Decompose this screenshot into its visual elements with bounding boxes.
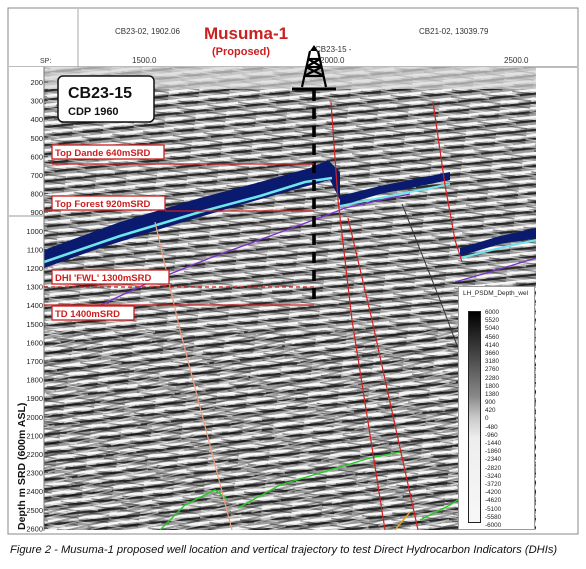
depth-tick-label: 1900 — [26, 394, 43, 403]
legend-value: 2760 — [485, 366, 500, 374]
depth-tick-label: 1700 — [26, 357, 43, 366]
legend-value: -2340 — [485, 456, 502, 464]
legend-value: -3720 — [485, 480, 502, 488]
annotation-td: TD 1400mSRD — [44, 304, 314, 321]
legend-value: -4200 — [485, 489, 502, 497]
fault-salmon — [154, 221, 233, 530]
legend-value: -5100 — [485, 505, 502, 513]
legend-value: 1800 — [485, 382, 500, 390]
depth-tick-label: 1800 — [26, 376, 43, 385]
color-scale-legend: LH_PSDM_Depth_wel 6000 5520 5040 4560 4140 36… — [458, 286, 535, 530]
depth-tick-label: 1100 — [27, 245, 43, 254]
top-label: CB21-02, 13039.79 — [419, 27, 489, 36]
figure-caption: Figure 2 - Musuma-1 proposed well locati… — [10, 544, 558, 556]
annotation-text: DHI 'FWL' 1300mSRD — [55, 273, 152, 284]
legend-value: -4620 — [485, 497, 502, 505]
depth-tick-label: 2500 — [26, 506, 43, 515]
depth-tick-label: 1000 — [26, 227, 43, 236]
derrick-icon — [292, 45, 336, 91]
legend-value: -1440 — [485, 440, 502, 447]
depth-tick-label: 1300 — [26, 283, 43, 292]
legend-value: 4140 — [485, 341, 500, 349]
depth-tick-label: 900 — [30, 208, 43, 217]
legend-value: 4560 — [485, 333, 500, 341]
legend-title: LH_PSDM_Depth_wel — [463, 290, 529, 297]
top-label: CB23-02, 1902.06 — [115, 27, 180, 36]
legend-value: -3240 — [485, 472, 502, 480]
annotation-forest: Top Forest 920mSRD — [44, 195, 314, 212]
legend-value: 900 — [485, 399, 496, 407]
depth-tick-label: 1500 — [26, 320, 43, 329]
annotation-text: Top Dande 640mSRD — [55, 148, 151, 159]
legend-value: -960 — [485, 431, 498, 439]
annotation-text: Top Forest 920mSRD — [55, 199, 151, 210]
fault-red — [330, 101, 386, 530]
horizon-top-dande-east — [340, 172, 450, 206]
legend-value: 420 — [485, 407, 496, 415]
depth-tick-label: 1400 — [26, 301, 43, 310]
well-title: Musuma-1 — [204, 24, 288, 43]
depth-tick-label: 2200 — [26, 450, 43, 459]
depth-tick-label: 300 — [30, 97, 43, 106]
line-id-subtitle: CDP 1960 — [68, 106, 119, 118]
annotation-dande: Top Dande 640mSRD — [51, 144, 314, 165]
legend-colorbar — [468, 311, 481, 523]
legend-value: -5580 — [485, 513, 502, 521]
depth-tick-label: 800 — [30, 190, 43, 199]
depth-tick-label: 600 — [30, 152, 43, 161]
depth-tick-label: 2600 — [26, 524, 43, 533]
legend-value: 6000 — [485, 309, 500, 316]
line-id-title: CB23-15 — [68, 85, 132, 102]
horizon-orange — [394, 511, 411, 530]
depth-tick-label: 1600 — [26, 338, 43, 347]
sp-label: SP: — [40, 58, 51, 65]
legend-value: 3660 — [485, 349, 500, 357]
legend-value: 3180 — [485, 358, 500, 366]
legend-value: 5520 — [485, 317, 500, 325]
y-axis-label: Depth m SRD (600m ASL) — [16, 403, 28, 530]
legend-value: 0 — [485, 415, 489, 423]
well-subtitle: (Proposed) — [212, 46, 270, 58]
sp-tick: 2500.0 — [504, 56, 529, 65]
legend-value: -6000 — [485, 521, 502, 529]
legend-value: 1380 — [485, 390, 500, 398]
depth-tick-label: 2000 — [26, 413, 43, 422]
depth-tick-label: 2300 — [26, 469, 43, 478]
legend-value: 2280 — [485, 374, 500, 382]
legend-labels: 6000 5520 5040 4560 4140 3660 3180 2760 2280 1800… — [485, 309, 531, 530]
depth-tick-label: 200 — [30, 78, 43, 87]
line-id-box: CB23-15 CDP 1960 — [57, 75, 155, 123]
depth-tick-label: 2400 — [26, 487, 43, 496]
top-label: CB23-15 - — [315, 45, 352, 54]
depth-tick-label: 700 — [30, 171, 43, 180]
header-band — [9, 9, 577, 67]
annotation-text: TD 1400mSRD — [55, 309, 120, 320]
legend-value: -1860 — [485, 448, 502, 456]
sp-tick: 2000.0 — [320, 56, 345, 65]
sp-tick: 1500.0 — [132, 56, 157, 65]
depth-tick-label: 400 — [30, 115, 43, 124]
depth-tick-label: 1200 — [26, 264, 43, 273]
figure-frame — [7, 7, 579, 535]
legend-value: 5040 — [485, 325, 500, 333]
depth-tick-label: 500 — [30, 134, 43, 143]
horizon-green-deep — [159, 489, 229, 530]
legend-value: -2820 — [485, 464, 502, 472]
fault-red — [432, 101, 463, 263]
annotation-fwl: DHI 'FWL' 1300mSRD — [44, 269, 314, 288]
depth-tick-label: 2100 — [26, 431, 43, 440]
legend-value: -480 — [485, 423, 498, 431]
depth-axis: 200 300 400 500 600 700 800 900 1000 1100 1200 1300… — [26, 78, 48, 533]
